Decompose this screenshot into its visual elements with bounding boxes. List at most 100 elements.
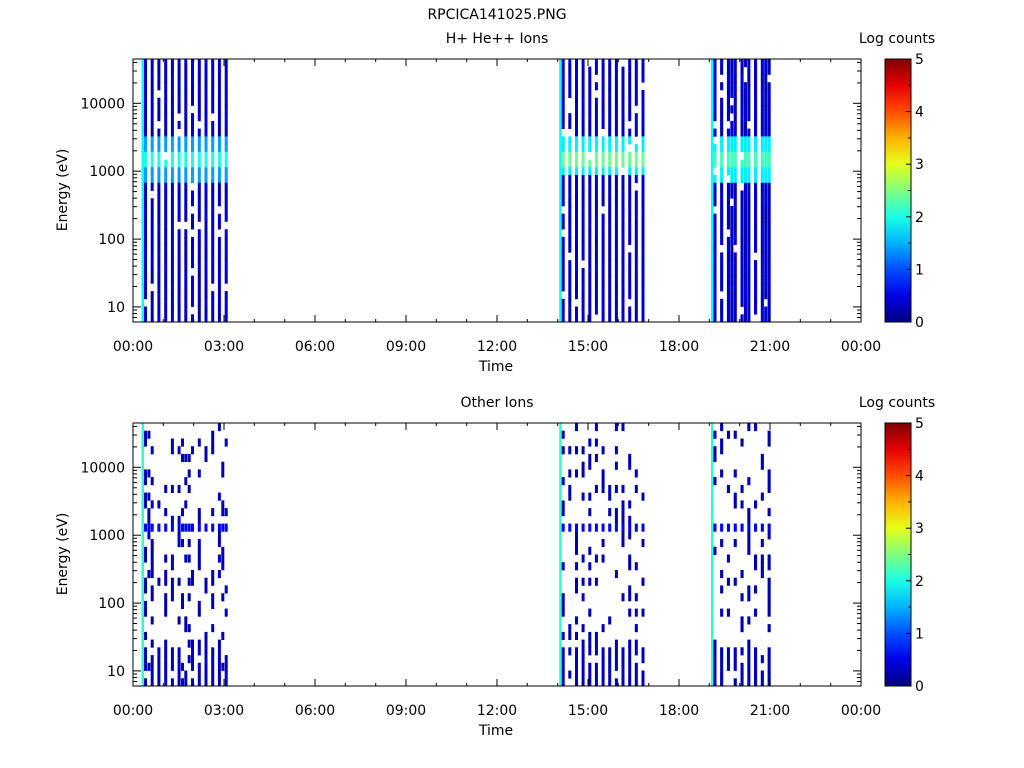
spectrogram-cell <box>614 647 618 656</box>
spectrogram-cell <box>740 221 744 230</box>
spectrogram-cell <box>747 206 751 215</box>
spectrogram-cell <box>634 267 638 276</box>
spectrogram-cell <box>733 655 737 664</box>
spectrogram-cell <box>594 484 598 493</box>
spectrogram-cell <box>614 113 618 122</box>
spectrogram-cell <box>754 182 758 191</box>
spectrogram-cell <box>743 229 747 238</box>
spectrogram-cell <box>764 59 768 68</box>
spectrogram-cell <box>713 221 717 230</box>
spectrogram-cell <box>730 144 734 153</box>
spectrogram-cell <box>594 306 598 315</box>
spectrogram-cell <box>608 59 612 68</box>
spectrogram-cell <box>601 59 605 68</box>
spectrogram-cell <box>760 678 764 687</box>
spectrogram-cell <box>760 113 764 122</box>
spectrogram-cell <box>713 151 717 160</box>
spectrogram-cell <box>164 508 168 517</box>
spectrogram-cell <box>760 260 764 269</box>
spectrogram-cell <box>743 59 747 68</box>
spectrogram-cell <box>561 655 565 664</box>
spectrogram-cell <box>177 229 181 238</box>
spectrogram-cell <box>743 120 747 129</box>
spectrogram-cell <box>575 175 578 184</box>
spectrogram-cell <box>184 477 188 486</box>
spectrogram-cell <box>747 244 751 253</box>
spectrogram-cell <box>760 182 764 191</box>
spectrogram-cell <box>224 128 228 137</box>
spectrogram-cell <box>754 236 758 245</box>
spectrogram-cell <box>204 151 208 160</box>
spectrogram-cell <box>767 531 771 540</box>
spectrogram-cell <box>197 298 201 307</box>
spectrogram-cell <box>144 577 147 586</box>
spectrogram-cell <box>150 539 154 548</box>
spectrogram-cell <box>614 190 618 199</box>
spectrogram-cell <box>641 144 645 153</box>
spectrogram-cell <box>740 89 744 98</box>
spectrogram-cell <box>184 105 188 114</box>
spectrogram-cell <box>760 570 764 579</box>
spectrogram-cell <box>743 283 747 292</box>
spectrogram-cell <box>181 600 184 609</box>
spectrogram-cell <box>621 252 625 261</box>
panel-title: Other Ions <box>460 395 533 411</box>
spectrogram-cell <box>767 260 771 269</box>
spectrogram-cell <box>191 647 194 656</box>
spectrogram-cell <box>614 97 618 106</box>
spectrogram-cell <box>614 423 618 432</box>
spectrogram-cell <box>634 175 638 184</box>
spectrogram-cell <box>641 159 645 168</box>
spectrogram-cell <box>170 678 174 687</box>
spectrogram-cell <box>726 655 730 664</box>
spectrogram-cell <box>177 662 181 671</box>
spectrogram-cell <box>211 438 215 447</box>
spectrogram-cell <box>594 236 598 245</box>
spectrogram-cell <box>568 229 572 238</box>
spectrogram-cell <box>608 314 612 323</box>
spectrogram-cell <box>628 105 632 114</box>
spectrogram-cell <box>720 655 724 664</box>
spectrogram-cell <box>628 291 632 300</box>
spectrogram-cell <box>191 314 194 323</box>
spectrogram-cell <box>144 82 147 91</box>
spectrogram-cell <box>164 608 168 617</box>
spectrogram-cell <box>561 151 565 160</box>
spectrogram-cell <box>144 105 147 114</box>
spectrogram-cell <box>224 97 228 106</box>
spectrogram-cell <box>581 66 585 75</box>
spectrogram-cell <box>170 252 174 261</box>
spectrogram-cell <box>601 190 605 199</box>
spectrogram-cell <box>760 539 764 548</box>
spectrogram-cell <box>211 236 215 245</box>
spectrogram-cell <box>720 120 724 129</box>
plot-frame <box>132 422 862 687</box>
spectrogram-cell <box>217 306 221 315</box>
spectrogram-cell <box>164 593 168 602</box>
spectrogram-cell <box>767 314 771 323</box>
spectrogram-cells <box>141 59 771 323</box>
spectrogram-cell <box>743 306 747 315</box>
spectrogram-cell <box>581 446 585 455</box>
spectrogram-cell <box>184 175 188 184</box>
spectrogram-cell <box>747 662 751 671</box>
x-tick-label: 09:00 <box>386 703 426 719</box>
spectrogram-cell <box>764 97 768 106</box>
spectrogram-cell <box>211 670 215 679</box>
spectrogram-cell <box>601 89 605 98</box>
spectrogram-cell <box>224 678 228 687</box>
spectrogram-cell <box>634 198 638 207</box>
spectrogram-cell <box>177 539 181 548</box>
spectrogram-cell <box>608 236 612 245</box>
spectrogram-cell <box>204 631 208 640</box>
spectrogram-cell <box>641 678 645 687</box>
spectrogram-cell <box>561 508 565 517</box>
spectrogram-cell <box>191 291 194 300</box>
spectrogram-cell <box>588 198 592 207</box>
spectrogram-cell <box>150 182 154 191</box>
spectrogram-cell <box>740 523 744 532</box>
spectrogram-cell <box>594 167 598 176</box>
spectrogram-cell <box>733 647 737 656</box>
spectrogram-cell <box>157 275 161 284</box>
spectrogram-cell <box>177 616 181 625</box>
